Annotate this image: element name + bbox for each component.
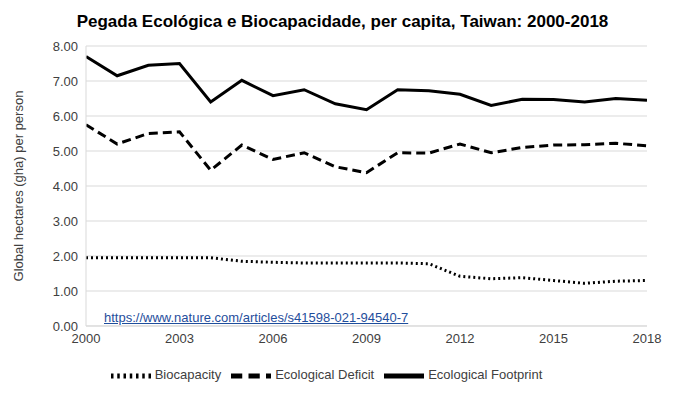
svg-text:8.00: 8.00: [53, 39, 78, 54]
svg-text:6.00: 6.00: [53, 109, 78, 124]
html-text:Ecological Deficit: Ecological Deficit: [275, 367, 375, 383]
svg-text:2009: 2009: [352, 331, 381, 346]
html-text:https://www.nature.com/article: https://www.nature.com/articles/s41598-0…: [104, 310, 409, 325]
svg-text:2012: 2012: [446, 331, 475, 346]
html-text:Pegada Ecológica e Biocapacida: Pegada Ecológica e Biocapacidade, per ca…: [76, 12, 609, 31]
svg-text:7.00: 7.00: [53, 74, 78, 89]
svg-text:2015: 2015: [539, 331, 568, 346]
svg-text:2003: 2003: [165, 331, 194, 346]
svg-text:5.00: 5.00: [53, 144, 78, 159]
svg-text:1.00: 1.00: [53, 284, 78, 299]
html-text:Biocapacity: Biocapacity: [154, 367, 222, 383]
svg-text:2.00: 2.00: [53, 249, 78, 264]
svg-text:Global hectares (gha) per pers: Global hectares (gha) per person: [11, 91, 26, 282]
html-text:Ecological Footprint: Ecological Footprint: [428, 367, 543, 383]
svg-text:2006: 2006: [259, 331, 288, 346]
svg-text:0.00: 0.00: [53, 319, 78, 334]
svg-text:2000: 2000: [71, 331, 101, 347]
svg-text:4.00: 4.00: [53, 179, 78, 194]
svg-text:2018: 2018: [633, 331, 662, 346]
svg-text:3.00: 3.00: [53, 214, 78, 229]
